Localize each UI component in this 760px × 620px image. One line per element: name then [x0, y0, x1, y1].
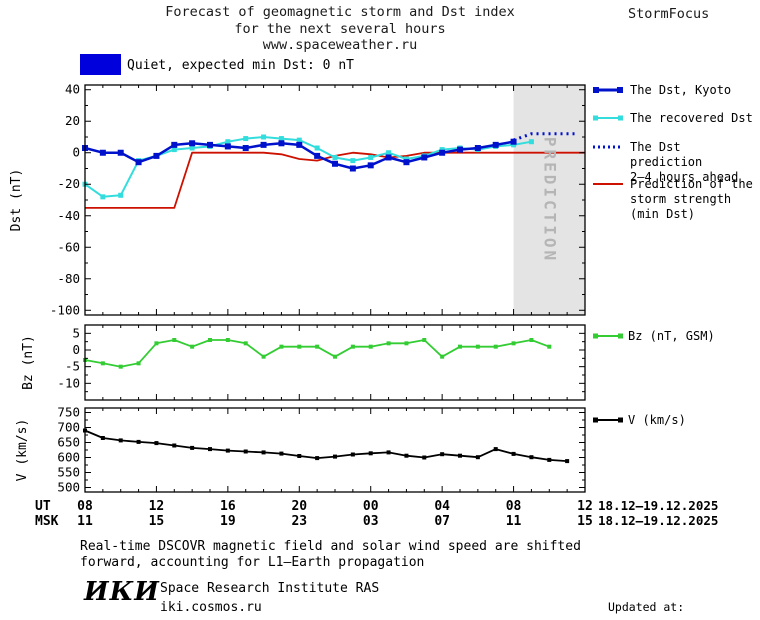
svg-text:00: 00 [363, 499, 379, 514]
svg-text:-100: -100 [50, 302, 80, 317]
legend-dst-prediction-line2: 2–4 hours ahead [630, 170, 739, 184]
footnote-line2: forward, accounting for L1–Earth propaga… [80, 555, 425, 570]
svg-text:PREDICTION: PREDICTION [540, 137, 559, 263]
svg-text:20: 20 [65, 113, 80, 128]
svg-text:08: 08 [506, 499, 522, 514]
institute-name: Space Research Institute RAS [160, 581, 380, 596]
svg-text:500: 500 [57, 480, 80, 495]
svg-text:-5: -5 [65, 359, 80, 374]
legend-storm-prediction-line2: storm strength [630, 192, 732, 206]
page-title: Forecast of geomagnetic storm and Dst in… [90, 4, 590, 54]
footnote: Real-time DSCOVR magnetic field and sola… [80, 539, 581, 571]
svg-text:0: 0 [72, 145, 80, 160]
svg-text:-10: -10 [57, 375, 80, 390]
legend-dst-prediction-line1: The Dst prediction [630, 140, 703, 169]
svg-text:03: 03 [363, 514, 379, 529]
legend-storm-prediction-line3: (min Dst) [630, 207, 696, 221]
svg-text:V (km/s): V (km/s) [15, 419, 30, 482]
legend-bz: Bz (nT, GSM) [628, 329, 715, 343]
svg-text:07: 07 [434, 514, 450, 529]
storm-level-label: Quiet, expected min Dst: 0 nT [127, 58, 354, 73]
svg-text:11: 11 [77, 514, 93, 529]
svg-text:550: 550 [57, 465, 80, 480]
svg-text:12: 12 [149, 499, 165, 514]
svg-text:15: 15 [149, 514, 165, 529]
svg-text:16: 16 [220, 499, 236, 514]
svg-text:UT: UT [35, 499, 51, 514]
legend-recovered-dst: The recovered Dst [630, 111, 753, 125]
updated-label: Updated at: [608, 600, 685, 614]
site-url-iki[interactable]: iki.cosmos.ru [160, 600, 262, 615]
svg-text:Bz (nT): Bz (nT) [21, 335, 36, 390]
svg-text:12: 12 [577, 499, 593, 514]
svg-text:20: 20 [291, 499, 307, 514]
title-line2: for the next several hours [234, 20, 446, 37]
svg-text:23: 23 [291, 514, 307, 529]
svg-text:08: 08 [77, 499, 93, 514]
legend-v: V (km/s) [628, 413, 686, 427]
svg-text:-60: -60 [57, 239, 80, 254]
storm-level-swatch [80, 54, 121, 75]
iki-logo: ИКИ [84, 577, 160, 607]
svg-text:19: 19 [220, 514, 236, 529]
svg-text:40: 40 [65, 82, 80, 97]
legend-storm-prediction-line1: Prediction of the [630, 177, 753, 191]
svg-text:15: 15 [577, 514, 593, 529]
svg-text:Dst (nT): Dst (nT) [9, 169, 24, 232]
svg-text:650: 650 [57, 435, 80, 450]
legend-storm-prediction: Prediction of the storm strength (min Ds… [630, 177, 753, 222]
legend-dst-kyoto: The Dst, Kyoto [630, 83, 732, 97]
brand-label: StormFocus [628, 6, 710, 22]
svg-text:-40: -40 [57, 208, 80, 223]
svg-text:600: 600 [57, 450, 80, 465]
svg-text:MSK: MSK [35, 514, 59, 529]
svg-text:04: 04 [434, 499, 450, 514]
svg-text:18.12–19.12.2025: 18.12–19.12.2025 [598, 498, 718, 513]
footnote-line1: Real-time DSCOVR magnetic field and sola… [80, 539, 581, 554]
svg-text:5: 5 [72, 325, 80, 340]
svg-text:750: 750 [57, 405, 80, 420]
svg-text:-80: -80 [57, 271, 80, 286]
title-line1: Forecast of geomagnetic storm and Dst in… [165, 4, 515, 20]
svg-text:0: 0 [72, 342, 80, 357]
site-url-spaceweather[interactable]: www.spaceweather.ru [262, 37, 418, 53]
svg-text:11: 11 [506, 514, 522, 529]
svg-text:700: 700 [57, 420, 80, 435]
svg-text:18.12–19.12.2025: 18.12–19.12.2025 [598, 513, 718, 528]
svg-text:-20: -20 [57, 176, 80, 191]
legend-dst-prediction: The Dst prediction 2–4 hours ahead [630, 140, 760, 185]
updated-block: Updated at: UT 08:05, 19.12.2025 MSK 11:… [598, 567, 743, 620]
